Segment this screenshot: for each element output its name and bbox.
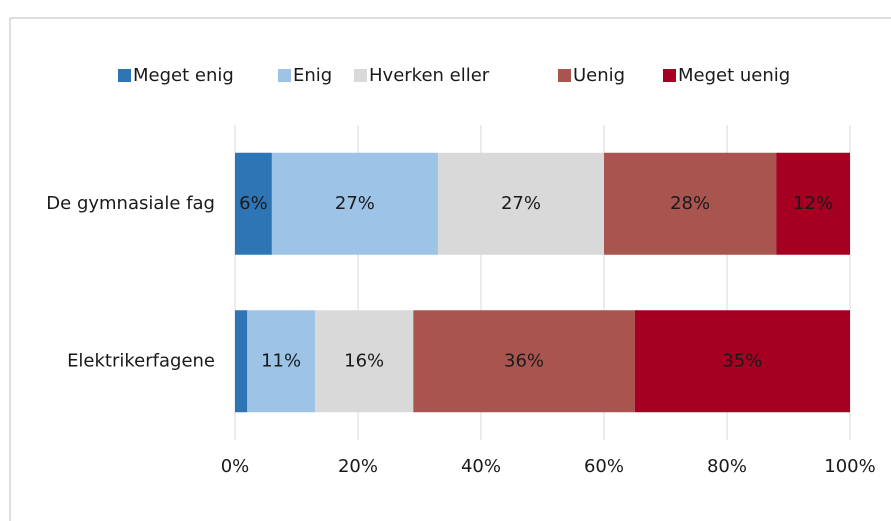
bar-segment [247,310,315,413]
data-label: 11% [261,350,301,371]
bar-segment [413,310,635,413]
data-label: 28% [670,193,710,214]
legend-label: Hverken eller [369,65,490,86]
data-label: 35% [722,350,762,371]
legend-label: Meget uenig [678,65,790,86]
data-label: 27% [335,193,375,214]
x-tick-label: 40% [461,456,501,477]
bar-segment [235,310,248,413]
data-label: 27% [501,193,541,214]
x-tick-label: 60% [584,456,624,477]
legend-label: Enig [293,65,332,86]
x-tick-label: 0% [221,456,250,477]
legend-swatch [558,69,571,82]
legend-label: Uenig [573,65,625,86]
data-label: 12% [793,193,833,214]
y-tick-label: Elektrikerfagene [67,350,215,371]
bar-segment [776,152,850,255]
data-label: 6% [239,193,268,214]
bar-segment [604,152,777,255]
x-tick-label: 100% [824,456,875,477]
legend-swatch [354,69,367,82]
legend-swatch [663,69,676,82]
x-tick-label: 80% [707,456,747,477]
x-tick-label: 20% [338,456,378,477]
bar-segment [634,310,850,413]
bar-segment [437,152,604,255]
legend-swatch [118,69,131,82]
legend-swatch [278,69,291,82]
bar-segment [314,310,414,413]
bar-segment [235,152,272,255]
legend-label: Meget enig [133,65,234,86]
data-label: 36% [504,350,544,371]
y-tick-label: De gymnasiale fag [46,193,215,214]
data-label: 16% [344,350,384,371]
bar-segment [271,152,438,255]
